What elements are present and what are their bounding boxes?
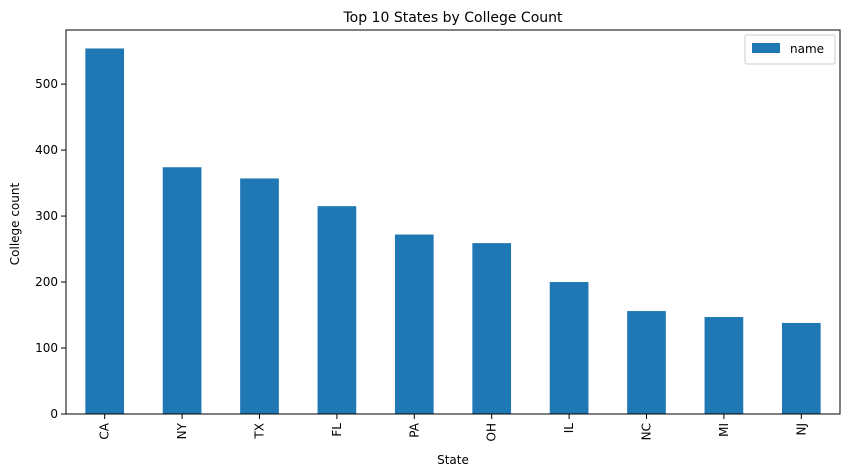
- bar-tx: [240, 178, 279, 414]
- x-axis-label: State: [437, 453, 469, 467]
- bar-mi: [704, 317, 744, 414]
- y-tick-label: 200: [35, 275, 58, 289]
- x-tick-label: PA: [407, 422, 421, 437]
- y-axis-label: College count: [8, 182, 22, 265]
- y-tick-label: 0: [50, 407, 58, 421]
- x-tick-label: OH: [485, 423, 499, 441]
- x-tick-label: NJ: [794, 423, 808, 436]
- x-tick-label: TX: [253, 423, 267, 440]
- y-tick-label: 500: [35, 77, 58, 91]
- bar-nc: [627, 311, 666, 414]
- bar-fl: [317, 206, 357, 414]
- bar-pa: [394, 234, 434, 414]
- legend-swatch: [752, 43, 780, 53]
- plot-area: 0 100 200 300 400 500 CA NY TX FL PA OH IL NC MI NJ: [35, 29, 841, 441]
- bar-ca: [85, 48, 125, 414]
- x-tick-label: NC: [640, 423, 654, 440]
- y-tick-label: 400: [35, 143, 58, 157]
- legend-label: name: [790, 42, 824, 56]
- chart-title: Top 10 States by College Count: [342, 10, 563, 26]
- x-tick-label: FL: [330, 423, 344, 437]
- legend: name: [744, 34, 836, 65]
- axes-frame: [65, 29, 841, 415]
- y-tick-label: 300: [35, 209, 58, 223]
- y-tick-label: 100: [35, 341, 58, 355]
- x-tick-label: IL: [562, 423, 576, 434]
- bar-oh: [472, 243, 512, 414]
- bar-nj: [781, 322, 821, 414]
- bar-ny: [162, 167, 202, 414]
- x-tick-label: CA: [98, 422, 112, 439]
- bar-il: [549, 282, 589, 414]
- x-tick-label: MI: [717, 423, 731, 437]
- x-tick-label: NY: [175, 422, 189, 439]
- legend-frame: [744, 34, 836, 65]
